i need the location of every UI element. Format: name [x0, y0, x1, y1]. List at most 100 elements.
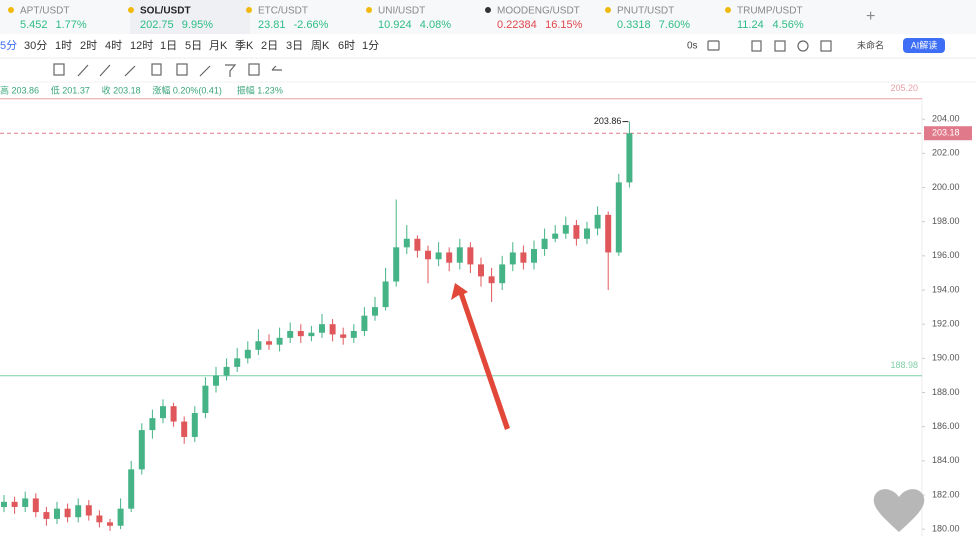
tab-change: 9.95% — [182, 19, 213, 31]
y-tick-label: 180.00 — [932, 524, 960, 534]
timeframe[interactable]: 30分 — [24, 39, 47, 52]
candle-body — [255, 341, 262, 350]
tab-price: 23.81 — [258, 19, 286, 31]
candle-body — [456, 247, 463, 263]
candle-body — [350, 331, 357, 338]
candle-body — [329, 324, 336, 335]
ohlc-info: 高 203.86 — [0, 84, 39, 95]
timeframe[interactable]: 1分 — [362, 39, 379, 52]
tab-name[interactable]: UNI/USDT — [378, 6, 425, 17]
y-tick-label: 184.00 — [932, 455, 960, 465]
timeframe[interactable]: 周K — [311, 39, 330, 52]
tab-name[interactable]: ETC/USDT — [258, 6, 308, 17]
tab-change: 16.15% — [545, 19, 583, 31]
tab-name[interactable]: APT/USDT — [20, 6, 69, 17]
timeframe[interactable]: 季K — [235, 39, 254, 52]
candle-body — [562, 225, 569, 234]
tab-name[interactable]: MOODENG/USDT — [497, 6, 580, 17]
tab-icon — [128, 7, 134, 13]
candle-body — [403, 238, 410, 248]
candle-body — [96, 515, 103, 523]
candle-body — [414, 238, 421, 251]
layout-name[interactable]: 未命名 — [857, 39, 884, 50]
timeframe[interactable]: 3日 — [286, 40, 303, 52]
tab-icon — [8, 7, 14, 13]
y-tick-label: 196.00 — [932, 250, 960, 260]
timeframe[interactable]: 1日 — [160, 40, 177, 52]
candle-body — [244, 349, 251, 359]
candle-body — [170, 406, 177, 422]
tab-icon — [246, 7, 252, 13]
candle-body — [467, 247, 474, 265]
candle-body — [594, 214, 601, 229]
candle-body — [382, 281, 389, 308]
timeframe[interactable]: 5日 — [185, 40, 202, 52]
timeframe[interactable]: 12时 — [130, 39, 153, 52]
y-tick-label: 188.00 — [932, 387, 960, 397]
ohlc-info: 振幅 1.23% — [237, 84, 283, 95]
candle-body — [107, 522, 113, 526]
tab-price: 0.3318 — [617, 19, 651, 31]
candle-body — [213, 375, 219, 386]
candle-body — [297, 331, 304, 337]
y-tick-label: 198.00 — [932, 216, 960, 226]
candle-body — [276, 337, 283, 345]
candle-body — [488, 276, 495, 284]
candle-body — [308, 332, 315, 337]
tab-icon — [366, 7, 372, 13]
tab-price: 10.924 — [378, 19, 412, 31]
tab-icon — [485, 7, 491, 13]
candle-body — [43, 512, 50, 519]
price-badge — [924, 126, 972, 141]
tab-price: 0.22384 — [497, 19, 537, 31]
ohlc-info: 收 203.18 — [102, 84, 141, 95]
add-tab[interactable]: + — [866, 8, 875, 25]
candle-body — [425, 250, 431, 260]
candle-body — [191, 413, 198, 437]
price-line-label: 188.98 — [890, 360, 918, 370]
timeframe[interactable]: 2日 — [261, 40, 278, 52]
timeframe[interactable]: 4时 — [105, 39, 122, 52]
timeframe[interactable]: 6时 — [338, 39, 355, 52]
candle-body — [372, 307, 378, 316]
candle-body — [393, 247, 400, 282]
candle-body — [319, 324, 325, 333]
y-tick-label: 202.00 — [932, 148, 960, 158]
candle-body — [509, 252, 516, 265]
y-tick-label: 204.00 — [932, 114, 960, 124]
candle-body — [138, 430, 145, 470]
candle-body — [223, 366, 230, 376]
tab-price: 202.75 — [140, 19, 174, 31]
candle-body — [128, 469, 135, 509]
candle-body — [75, 505, 82, 518]
ai-button[interactable]: AI解读 — [911, 39, 938, 50]
candle-body — [552, 233, 559, 239]
tab-name[interactable]: TRUMP/USDT — [737, 6, 803, 17]
candle-body — [64, 508, 71, 518]
tab-name[interactable]: SOL/USDT — [140, 6, 191, 17]
candle-body — [626, 133, 633, 183]
like-icon[interactable] — [873, 489, 925, 532]
toolbar-icons — [53, 40, 832, 77]
candle-body — [573, 225, 580, 239]
candle-body — [32, 498, 39, 513]
tab-change: 4.56% — [773, 19, 804, 31]
timeframe[interactable]: 月K — [209, 40, 228, 52]
ohlc-info: 低 201.37 — [51, 84, 90, 95]
tab-icon — [725, 7, 731, 13]
price-badge-label: 203.18 — [932, 128, 960, 138]
candle-body — [541, 238, 548, 250]
tab-price: 11.24 — [737, 19, 764, 31]
timeframe[interactable]: 5分 — [0, 39, 17, 52]
candle-body — [22, 498, 29, 507]
timeframe[interactable]: 2时 — [80, 39, 97, 52]
candle-body — [605, 214, 612, 253]
candle-body — [287, 331, 294, 338]
active-tab[interactable] — [130, 0, 250, 34]
tab-name[interactable]: PNUT/USDT — [617, 6, 674, 17]
timeframe[interactable]: 1时 — [55, 39, 72, 52]
ai-button-bg[interactable] — [903, 38, 945, 53]
candle-body — [446, 252, 453, 263]
candle-body — [54, 508, 60, 519]
